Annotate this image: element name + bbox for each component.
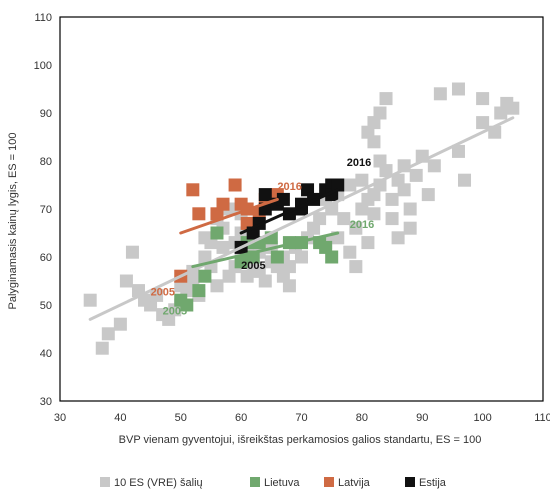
legend-swatch-latvija <box>324 477 334 487</box>
trendline-10-es-vre-saliu <box>88 116 515 321</box>
point-10-es-vre-saliu <box>476 116 490 130</box>
point-latvija <box>192 207 206 221</box>
y-tick-label: 100 <box>34 60 52 72</box>
legend-label-estija: Estija <box>419 477 447 489</box>
x-tick-label: 40 <box>114 412 126 424</box>
point-estija <box>276 192 290 206</box>
point-lietuva <box>325 250 339 264</box>
point-10-es-vre-saliu <box>216 240 230 254</box>
annotation-estija-2016: 2016 <box>347 157 371 169</box>
point-10-es-vre-saliu <box>451 82 465 96</box>
point-10-es-vre-saliu <box>367 207 381 221</box>
trendline-estija <box>239 188 340 235</box>
x-tick-label: 50 <box>175 412 187 424</box>
point-10-es-vre-saliu <box>119 274 133 288</box>
point-10-es-vre-saliu <box>421 188 435 202</box>
legend: 10 ES (VRE) šalių Lietuva Latvija Estija <box>100 477 447 489</box>
x-tick-label: 30 <box>54 412 66 424</box>
point-estija <box>258 188 272 202</box>
point-10-es-vre-saliu <box>95 341 109 355</box>
point-10-es-vre-saliu <box>385 212 399 226</box>
x-tick-label: 110 <box>534 412 550 424</box>
point-10-es-vre-saliu <box>282 260 296 274</box>
point-10-es-vre-saliu <box>403 221 417 235</box>
point-10-es-vre-saliu <box>458 173 472 187</box>
point-10-es-vre-saliu <box>343 178 357 192</box>
y-tick-label: 110 <box>34 12 52 24</box>
legend-label-lietuva: Lietuva <box>264 477 300 489</box>
point-10-es-vre-saliu <box>282 279 296 293</box>
point-latvija <box>216 197 230 211</box>
point-10-es-vre-saliu <box>83 293 97 307</box>
point-10-es-vre-saliu <box>150 288 164 302</box>
y-tick-label: 70 <box>40 204 52 216</box>
y-tick-label: 60 <box>40 252 52 264</box>
x-tick-label: 60 <box>235 412 247 424</box>
point-10-es-vre-saliu <box>337 212 351 226</box>
point-10-es-vre-saliu <box>313 212 327 226</box>
x-tick-label: 90 <box>416 412 428 424</box>
trendline-lietuva <box>191 231 340 269</box>
y-tick-label: 30 <box>40 396 52 408</box>
annotation-latvija-2016: 2016 <box>277 181 301 193</box>
point-lietuva <box>192 284 206 298</box>
point-10-es-vre-saliu <box>476 92 490 106</box>
legend-swatch-lietuva <box>250 477 260 487</box>
point-10-es-vre-saliu <box>451 144 465 158</box>
point-10-es-vre-saliu <box>409 168 423 182</box>
point-10-es-vre-saliu <box>349 221 363 235</box>
x-tick-label: 80 <box>356 412 368 424</box>
point-lietuva <box>210 226 224 240</box>
annotation-estija-2005: 2005 <box>241 260 265 272</box>
point-10-es-vre-saliu <box>385 192 399 206</box>
point-10-es-vre-saliu <box>113 317 127 331</box>
point-10-es-vre-saliu <box>433 87 447 101</box>
legend-swatch-estija <box>405 477 415 487</box>
plot-area-border <box>59 16 544 402</box>
point-10-es-vre-saliu <box>349 260 363 274</box>
point-10-es-vre-saliu <box>343 245 357 259</box>
point-10-es-vre-saliu <box>125 245 139 259</box>
point-10-es-vre-saliu <box>367 135 381 149</box>
point-latvija <box>228 178 242 192</box>
annotation-lietuva-2016: 2016 <box>350 219 374 231</box>
point-10-es-vre-saliu <box>101 327 115 341</box>
point-10-es-vre-saliu <box>355 173 369 187</box>
point-latvija <box>186 183 200 197</box>
legend-swatch-10-es-vre-saliu <box>100 477 110 487</box>
trendline-latvija <box>179 197 279 235</box>
point-lietuva <box>270 250 284 264</box>
point-10-es-vre-saliu <box>373 106 387 120</box>
point-10-es-vre-saliu <box>391 231 405 245</box>
y-axis-label: Palyginamasis kainų lygis, ES = 100 <box>7 132 19 309</box>
legend-label-latvija: Latvija <box>338 477 371 489</box>
point-estija <box>331 178 345 192</box>
point-10-es-vre-saliu <box>379 164 393 178</box>
point-10-es-vre-saliu <box>403 202 417 216</box>
point-10-es-vre-saliu <box>258 274 272 288</box>
y-tick-label: 50 <box>40 300 52 312</box>
y-tick-label: 90 <box>40 108 52 120</box>
x-tick-label: 70 <box>295 412 307 424</box>
y-tick-label: 80 <box>40 156 52 168</box>
y-tick-label: 40 <box>40 348 52 360</box>
point-10-es-vre-saliu <box>379 92 393 106</box>
x-axis-label: BVP vienam gyventojui, išreikštas perkam… <box>119 434 482 446</box>
point-10-es-vre-saliu <box>397 183 411 197</box>
point-lietuva <box>180 298 194 312</box>
point-lietuva <box>198 269 212 283</box>
annotation-lietuva-2005: 2005 <box>163 306 187 318</box>
legend-label-10-es-vre-saliu: 10 ES (VRE) šalių <box>114 477 203 489</box>
point-10-es-vre-saliu <box>506 101 520 115</box>
point-10-es-vre-saliu <box>295 250 308 264</box>
point-10-es-vre-saliu <box>210 279 224 293</box>
annotation-latvija-2005: 2005 <box>151 286 175 298</box>
point-10-es-vre-saliu <box>427 159 441 173</box>
point-10-es-vre-saliu <box>361 236 375 250</box>
x-tick-label: 100 <box>473 412 491 424</box>
point-lietuva <box>234 255 248 269</box>
